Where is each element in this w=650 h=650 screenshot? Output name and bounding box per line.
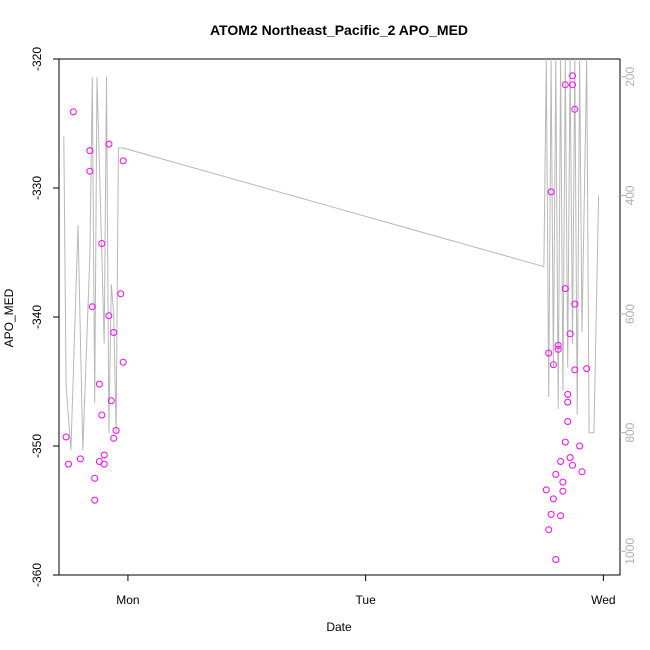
data-point [569,72,576,80]
data-point [571,366,579,374]
data-point [69,108,77,116]
data-point [86,167,94,175]
y-tick-label: -330 [30,176,44,200]
data-point [569,81,576,89]
data-point [545,526,553,534]
data-point [112,427,120,434]
y2-tick-label: 600 [623,304,637,324]
data-point [86,147,94,155]
y-tick-label: -350 [30,434,44,458]
data-point [571,300,579,308]
grey-line [63,59,600,451]
data-point [559,478,567,486]
chart-title: ATOM2 Northeast_Pacific_2 APO_MED [210,22,468,38]
data-point [98,240,106,247]
data-point [98,411,106,419]
data-point [110,329,118,336]
data-point [552,470,560,478]
data-point [566,330,574,338]
data-point [554,345,562,353]
data-point [542,486,550,494]
y2-tick-label: 200 [623,66,637,86]
y-tick-label: -320 [30,47,44,71]
data-point [583,365,591,373]
data-point [88,303,96,311]
data-point [569,461,576,469]
plot-area-border [58,58,621,576]
data-point [564,398,572,406]
data-point [100,451,108,459]
apo-point-series [62,72,591,563]
data-point [107,397,115,405]
data-point [576,442,584,450]
data-point [552,556,560,563]
apo-line-series [63,59,600,451]
data-point [105,140,113,148]
data-point [557,512,565,520]
x-tick-label: Mon [116,593,139,607]
y2-tick-label: 1000 [623,538,637,565]
data-point [95,380,103,388]
data-point [119,358,127,366]
data-point [557,458,565,465]
data-point [566,454,574,462]
data-point [547,510,555,518]
data-point [554,341,562,349]
data-point [561,285,569,293]
data-point [561,438,569,446]
axes: -360 -350 -340 -330 -320 200 400 600 800 1000 Mon T… [30,47,637,607]
data-point [91,496,99,504]
data-point [62,433,70,441]
data-point [545,349,553,357]
data-point [571,105,579,113]
data-point [559,487,567,495]
data-point [564,390,572,398]
x-axis-label: Date [326,620,352,634]
data-point [561,81,569,89]
y-tick-label: -360 [30,563,44,587]
x-tick-label: Wed [591,593,615,607]
data-point [119,157,127,165]
data-point [117,290,125,298]
data-point [547,188,555,196]
data-point [110,434,118,442]
data-point [549,495,557,503]
data-point [549,361,557,369]
data-point [76,455,84,463]
data-point [578,468,586,476]
data-point [65,460,72,468]
y-axis-label: APO_MED [2,288,16,347]
data-point [91,474,99,482]
x-tick-label: Tue [356,593,377,607]
y-tick-label: -340 [30,305,44,329]
y2-tick-label: 400 [623,185,637,205]
data-point [564,418,572,425]
data-point [100,460,108,468]
data-point [105,312,113,320]
y2-tick-label: 800 [623,422,637,442]
